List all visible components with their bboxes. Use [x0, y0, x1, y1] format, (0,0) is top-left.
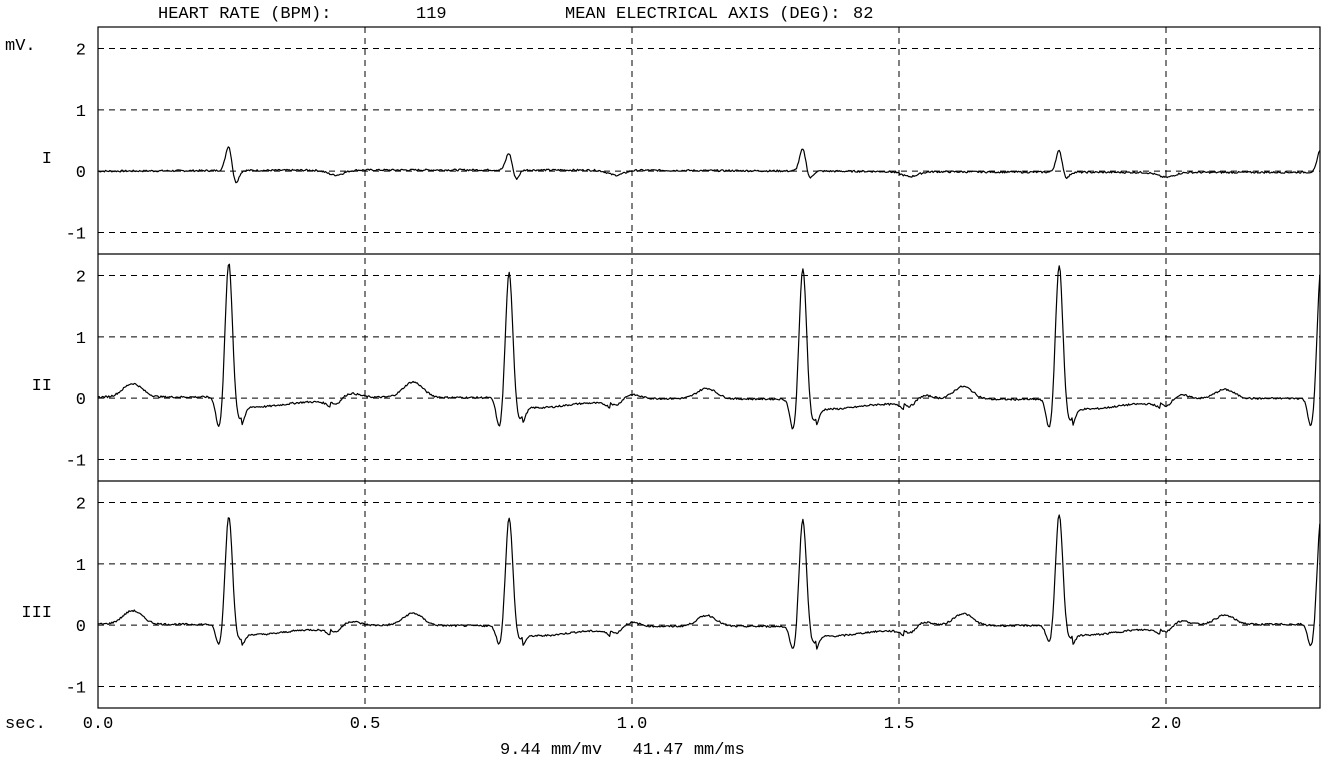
y-tick-label: 2	[76, 495, 86, 514]
y-tick-label: 0	[76, 391, 86, 410]
ecg-trace-i	[97, 146, 1321, 184]
y-unit-label: mV.	[5, 37, 36, 56]
y-tick-label: 1	[76, 557, 86, 576]
y-tick-label: -1	[66, 680, 86, 699]
x-tick-label: 1.0	[617, 715, 648, 734]
lead-ii: 2 1 0 -1 II	[32, 263, 1321, 472]
x-tick-label: 0.5	[350, 715, 381, 734]
mean-axis-value: 82	[853, 5, 873, 24]
y-tick-label: -1	[66, 226, 86, 245]
y-tick-label: 0	[76, 618, 86, 637]
x-unit-label: sec.	[5, 715, 46, 734]
lead-i: 2 1 0 -1 I	[42, 41, 1321, 245]
mean-axis-label: MEAN ELECTRICAL AXIS (DEG):	[565, 5, 840, 24]
x-tick-label: 2.0	[1151, 715, 1182, 734]
lead-name: III	[21, 604, 52, 623]
lead-name: II	[32, 377, 52, 396]
heart-rate-label: HEART RATE (BPM):	[158, 5, 331, 24]
x-tick-labels: 0.00.51.01.52.02.53.03.54.04.5	[83, 715, 1182, 734]
y-tick-label: 0	[76, 164, 86, 183]
y-tick-label: 2	[76, 268, 86, 287]
grid	[98, 27, 1320, 708]
y-tick-label: -1	[66, 453, 86, 472]
y-tick-label: 1	[76, 103, 86, 122]
y-tick-label: 1	[76, 330, 86, 349]
lead-panels: 2 1 0 -1 I 2 1 0 -1 II 2 1 0 -1 III	[21, 41, 1321, 699]
ecg-trace-iii	[97, 514, 1321, 650]
x-tick-label: 1.5	[884, 715, 915, 734]
heart-rate-value: 119	[416, 5, 447, 24]
lead-name: I	[42, 150, 52, 169]
scale-text: 9.44 mm/mv 41.47 mm/ms	[500, 741, 745, 760]
x-tick-label: 0.0	[83, 715, 114, 734]
lead-iii: 2 1 0 -1 III	[21, 495, 1321, 699]
ecg-trace-ii	[97, 263, 1321, 430]
plot-frame	[97, 26, 1321, 709]
y-tick-label: 2	[76, 41, 86, 60]
